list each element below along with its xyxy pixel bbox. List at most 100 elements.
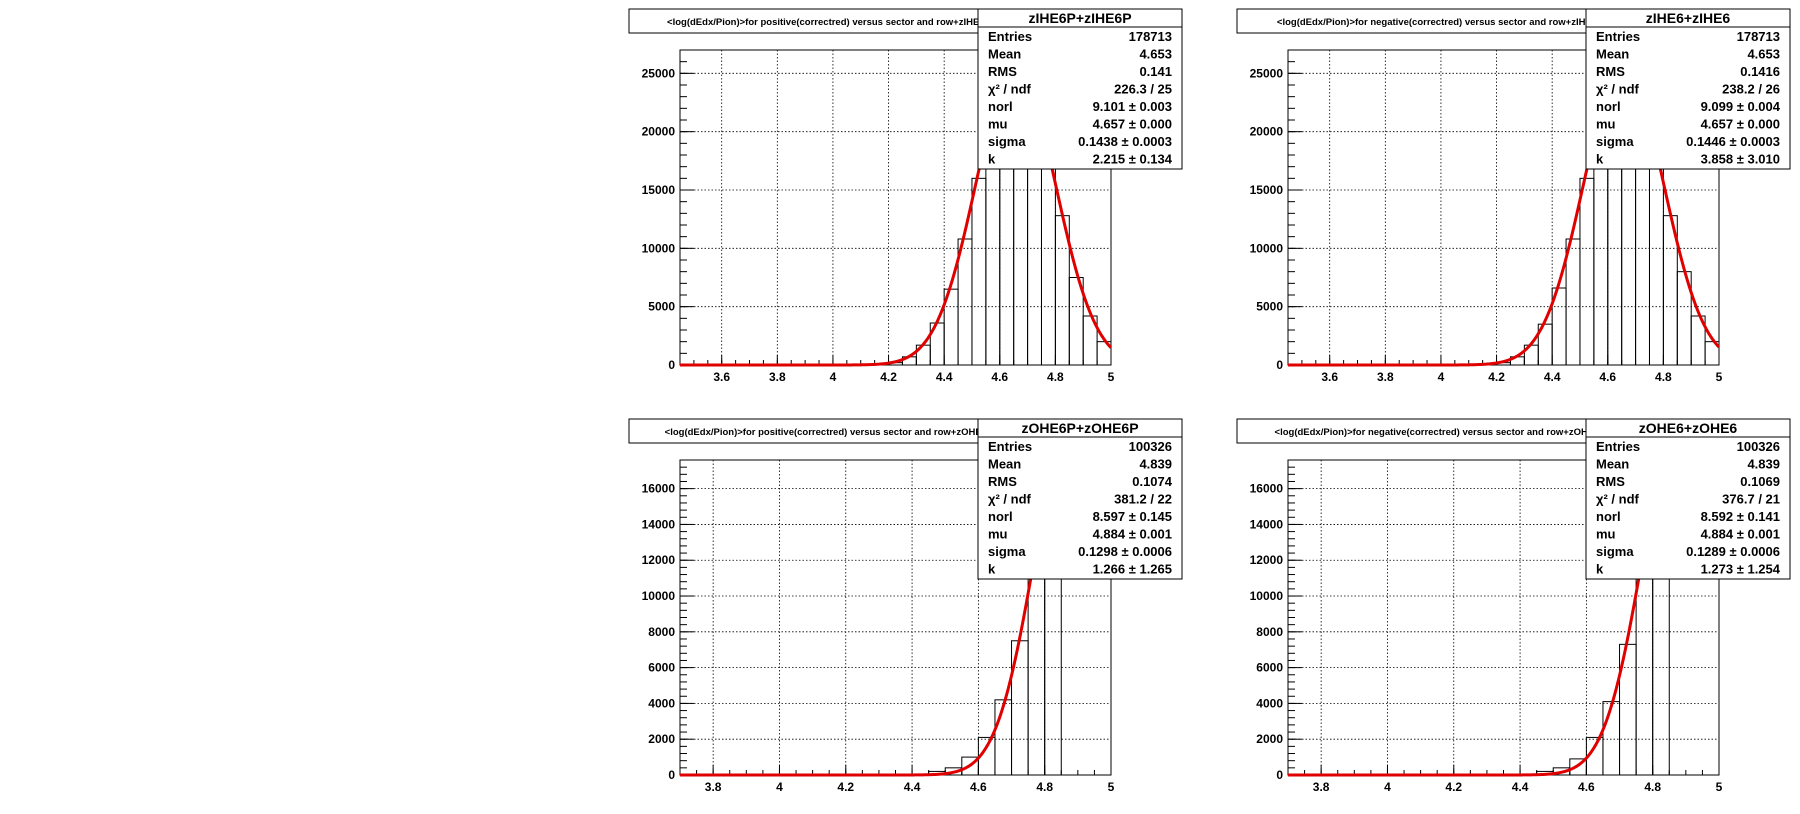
chart-title: <log(dEdx/Pion)>for positive(correctred)… <box>667 17 992 28</box>
stats-title: zIHE6+zIHE6 <box>1646 10 1731 26</box>
stats-label: Entries <box>1596 29 1640 44</box>
stats-box: zOHE6P+zOHE6P Entries 100326 Mean 4.839 RMS 0.… <box>977 418 1183 580</box>
chart-title: <log(dEdx/Pion)>for negative(correctred)… <box>1277 17 1597 28</box>
stats-value: 238.2 / 26 <box>1722 82 1780 97</box>
stats-value: 9.099 ± 0.004 <box>1701 99 1781 114</box>
stats-box: zIHE6P+zIHE6P Entries 178713 Mean 4.653 RMS 0.… <box>977 8 1183 170</box>
stats-title: zIHE6P+zIHE6P <box>1028 10 1131 26</box>
stats-value: 8.597 ± 0.145 <box>1093 509 1172 524</box>
y-tick-label: 0 <box>1276 358 1283 372</box>
y-tick-label: 5000 <box>648 300 675 314</box>
chart-title-box: <log(dEdx/Pion)>for negative(correctred)… <box>1236 8 1638 34</box>
chart-title-box: <log(dEdx/Pion)>for negative(correctred)… <box>1236 418 1638 444</box>
y-tick-label: 6000 <box>1256 661 1283 675</box>
stats-label: norl <box>988 99 1013 114</box>
x-tick-label: 4.2 <box>837 780 854 794</box>
stats-value: 100326 <box>1129 439 1172 454</box>
x-tick-label: 4.8 <box>1047 370 1064 384</box>
x-tick-label: 4.4 <box>904 780 921 794</box>
stats-value: 4.839 <box>1747 457 1780 472</box>
y-tick-label: 10000 <box>642 589 676 603</box>
stats-label: k <box>988 562 996 577</box>
stats-value: 376.7 / 21 <box>1722 492 1780 507</box>
x-tick-label: 4.8 <box>1644 780 1661 794</box>
stats-value: 4.884 ± 0.001 <box>1701 527 1780 542</box>
stats-value: 226.3 / 25 <box>1114 82 1172 97</box>
y-tick-label: 16000 <box>642 482 676 496</box>
stats-value: 4.884 ± 0.001 <box>1093 527 1172 542</box>
stats-value: 0.1298 ± 0.0006 <box>1078 544 1172 559</box>
stats-value: 4.657 ± 0.000 <box>1093 117 1172 132</box>
x-tick-label: 4 <box>830 370 837 384</box>
x-tick-label: 5 <box>1716 370 1723 384</box>
stats-label: norl <box>1596 99 1621 114</box>
y-tick-label: 10000 <box>642 241 676 255</box>
stats-value: 100326 <box>1737 439 1780 454</box>
x-tick-label: 4.8 <box>1655 370 1672 384</box>
x-tick-label: 4.2 <box>880 370 897 384</box>
chart-title-box: <log(dEdx/Pion)>for positive(correctred)… <box>628 418 1030 444</box>
y-tick-label: 14000 <box>642 517 676 531</box>
stats-value: 0.1289 ± 0.0006 <box>1686 544 1780 559</box>
x-tick-label: 4 <box>1438 370 1445 384</box>
stats-title: zOHE6P+zOHE6P <box>1021 420 1138 436</box>
y-tick-label: 0 <box>668 358 675 372</box>
stats-label: RMS <box>988 64 1017 79</box>
y-tick-label: 8000 <box>648 625 675 639</box>
x-tick-label: 4.6 <box>1599 370 1616 384</box>
y-tick-label: 0 <box>668 768 675 782</box>
histogram-bar <box>1704 341 1720 366</box>
x-tick-label: 4.6 <box>970 780 987 794</box>
x-tick-label: 4.6 <box>1578 780 1595 794</box>
y-tick-label: 20000 <box>1250 125 1284 139</box>
x-tick-label: 4 <box>1384 780 1391 794</box>
y-tick-label: 0 <box>1276 768 1283 782</box>
histogram-bar <box>1690 315 1706 366</box>
stats-title: zOHE6+zOHE6 <box>1639 420 1738 436</box>
stats-label: Mean <box>988 457 1021 472</box>
stats-value: 4.839 <box>1139 457 1172 472</box>
stats-value: 0.1416 <box>1740 64 1780 79</box>
y-tick-label: 25000 <box>1250 66 1284 80</box>
stats-label: Entries <box>988 439 1032 454</box>
stats-label: RMS <box>1596 474 1625 489</box>
x-tick-label: 3.8 <box>705 780 722 794</box>
stats-label: Mean <box>1596 47 1629 62</box>
stats-frame <box>1585 418 1791 580</box>
stats-value: 8.592 ± 0.141 <box>1701 509 1780 524</box>
stats-label: mu <box>1596 527 1616 542</box>
y-tick-label: 4000 <box>648 696 675 710</box>
y-tick-label: 8000 <box>1256 625 1283 639</box>
chart-title: <log(dEdx/Pion)>for negative(correctred)… <box>1275 427 1600 438</box>
stats-label: χ² / ndf <box>988 492 1032 507</box>
stats-value: 1.273 ± 1.254 <box>1701 562 1781 577</box>
histogram-panel-3: 3.8 4 4.2 4.4 4.6 4.8 5 0 2000 4000 6000 8000 10000 1… <box>628 418 1183 794</box>
stats-value: 0.1069 <box>1740 474 1780 489</box>
y-tick-label: 10000 <box>1250 241 1284 255</box>
stats-label: k <box>988 152 996 167</box>
stats-value: 4.653 <box>1747 47 1780 62</box>
stats-box: zOHE6+zOHE6 Entries 100326 Mean 4.839 RMS 0.10… <box>1585 418 1791 580</box>
stats-label: k <box>1596 152 1604 167</box>
stats-label: sigma <box>988 544 1026 559</box>
y-tick-label: 12000 <box>1250 553 1284 567</box>
stats-value: 4.653 <box>1139 47 1172 62</box>
y-tick-label: 2000 <box>1256 732 1283 746</box>
stats-label: mu <box>988 527 1008 542</box>
stats-value: 2.215 ± 0.134 <box>1093 152 1173 167</box>
x-tick-label: 5 <box>1108 370 1115 384</box>
x-tick-label: 4.2 <box>1488 370 1505 384</box>
histogram-panel-1: 3.6 3.8 4 4.2 4.4 4.6 4.8 5 0 5000 10000 15000 20000… <box>628 8 1183 384</box>
stats-label: sigma <box>1596 134 1634 149</box>
stats-label: Entries <box>988 29 1032 44</box>
title-frame <box>1236 8 1638 34</box>
stats-value: 9.101 ± 0.003 <box>1093 99 1172 114</box>
stats-label: mu <box>1596 117 1616 132</box>
stats-value: 178713 <box>1737 29 1780 44</box>
stats-label: sigma <box>988 134 1026 149</box>
stats-box: zIHE6+zIHE6 Entries 178713 Mean 4.653 RMS 0.14… <box>1585 8 1791 170</box>
x-tick-label: 3.8 <box>1377 370 1394 384</box>
x-tick-label: 4.4 <box>936 370 953 384</box>
stats-value: 0.1446 ± 0.0003 <box>1686 134 1780 149</box>
